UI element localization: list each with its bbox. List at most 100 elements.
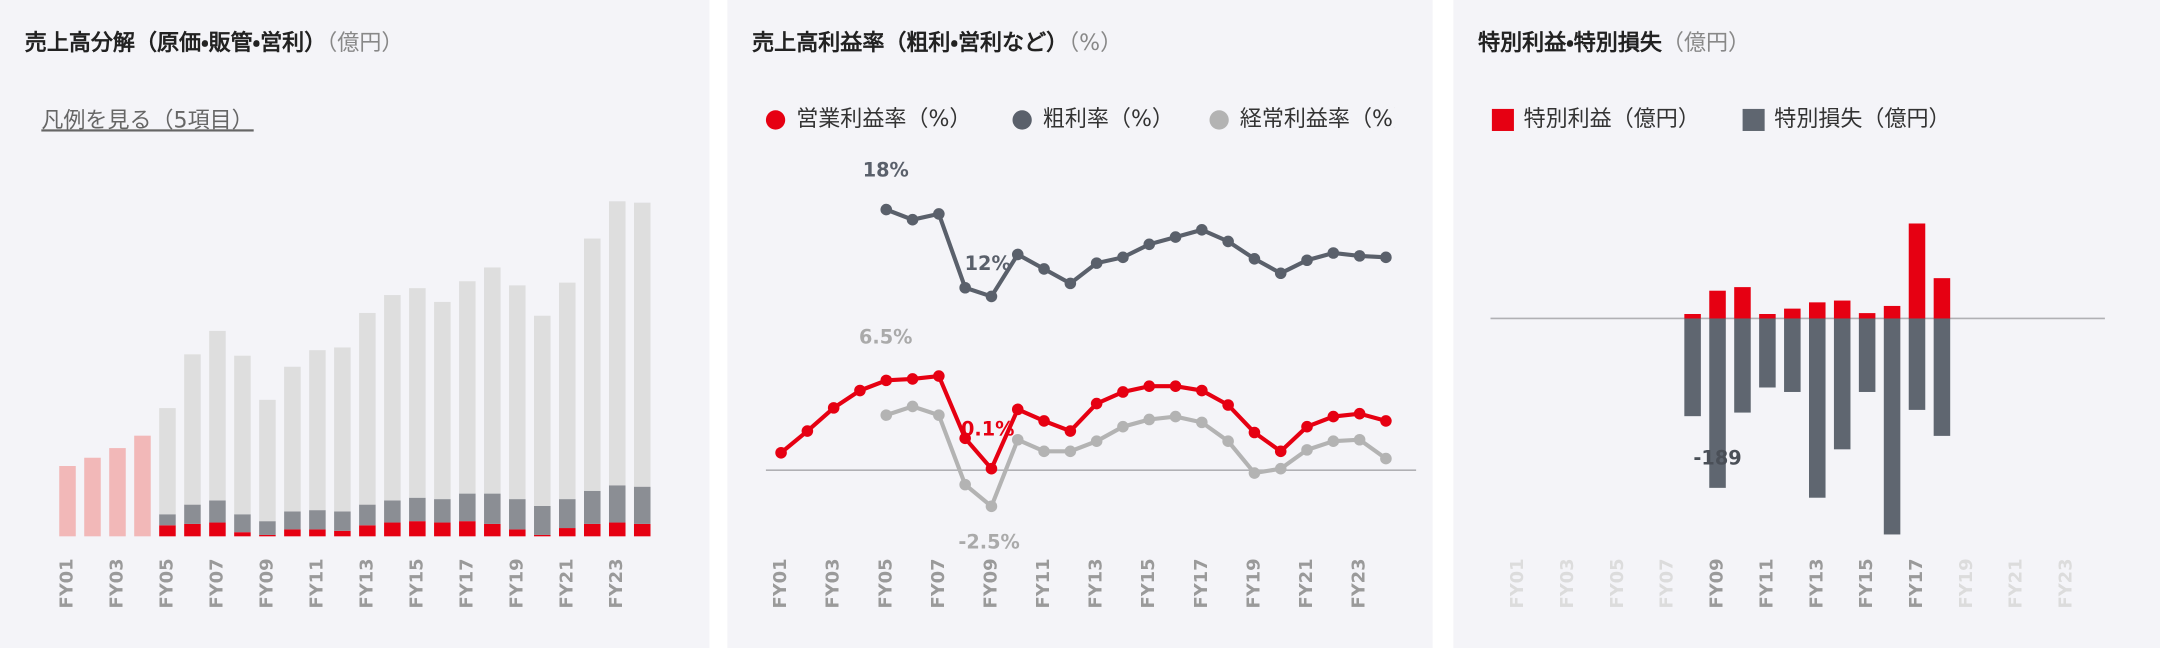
bar	[259, 521, 276, 535]
bar	[484, 493, 501, 524]
x-tick-label: FY21	[2006, 558, 2027, 608]
panel	[1453, 0, 2160, 648]
point	[1169, 231, 1182, 243]
data-label: -189	[1693, 447, 1741, 470]
x-tick-label: FY03	[1557, 558, 1578, 608]
chart: 売上高利益率（粗利・営利など）（%） 営業利益率（%） 粗利率（%） 経常利益率（%）…	[752, 30, 1417, 609]
bar	[1734, 287, 1751, 319]
point	[985, 500, 998, 513]
x-tick-label: FY15	[406, 558, 427, 608]
x-tick-label: FY23	[606, 558, 627, 608]
bar	[1734, 318, 1751, 413]
bar	[234, 355, 251, 515]
legend: 営業利益率（%） 粗利率（%） 経常利益率（%）	[765, 107, 1415, 132]
point	[1248, 467, 1261, 479]
point	[1301, 444, 1313, 456]
point	[906, 213, 919, 226]
bar	[434, 301, 451, 500]
bar	[434, 499, 451, 523]
point	[1196, 416, 1208, 429]
point	[1248, 426, 1261, 439]
x-tick-label: FY09	[980, 558, 1001, 608]
bar	[459, 281, 476, 494]
bar	[608, 485, 626, 523]
bar	[583, 523, 601, 537]
bar	[1858, 318, 1876, 392]
point	[1327, 410, 1340, 423]
bar	[434, 522, 451, 537]
annotation: 12%	[965, 252, 1011, 275]
annotation: 6.5%	[859, 325, 912, 348]
point	[1222, 235, 1234, 248]
bar	[334, 530, 351, 537]
chart-title: 売上高利益率（粗利・営利など）（%）	[752, 30, 1122, 56]
point	[1353, 407, 1366, 420]
bar	[1933, 278, 1951, 319]
bar	[209, 500, 226, 523]
legend-label: 経常利益率（%）	[1240, 107, 1415, 132]
bar	[583, 490, 601, 524]
title-text: 特別利益・特別損失	[1478, 30, 1663, 56]
legend-marker	[1012, 110, 1032, 130]
x-tick-label: FY07	[928, 558, 949, 608]
point	[1090, 435, 1103, 447]
bar	[534, 315, 551, 506]
bar	[384, 522, 401, 537]
bar	[1933, 318, 1951, 436]
point	[933, 208, 945, 220]
bar	[633, 486, 651, 524]
bar	[384, 500, 401, 523]
x-tick-label: FY11	[1033, 558, 1054, 608]
bar	[284, 511, 301, 530]
point	[1011, 248, 1024, 261]
bar	[209, 330, 226, 501]
x-tick-label: FY03	[106, 558, 127, 608]
point	[1353, 250, 1366, 262]
legend: 特別利益（億円） 特別損失（億円）	[1491, 107, 1951, 132]
bar	[209, 522, 226, 537]
point	[1274, 445, 1287, 458]
point	[1143, 238, 1156, 251]
point	[1011, 403, 1024, 416]
bar	[309, 350, 326, 511]
point	[1169, 410, 1182, 423]
x-tick-label: FY05	[1607, 558, 1628, 608]
bar	[359, 504, 376, 526]
point	[906, 373, 919, 385]
x-tick-label: FY17	[1906, 558, 1927, 608]
legend-marker	[1742, 108, 1765, 131]
point	[1038, 263, 1050, 275]
panel	[727, 0, 1433, 648]
point	[1038, 445, 1050, 458]
bar	[409, 288, 426, 498]
point	[1169, 380, 1182, 392]
point	[854, 384, 866, 397]
point	[959, 478, 971, 491]
chart-title: 特別利益・特別損失（億円）	[1478, 30, 1750, 56]
legend-label: 粗利率（%）	[1043, 107, 1174, 132]
legend-marker	[1491, 108, 1514, 131]
point	[775, 446, 787, 459]
bar	[59, 466, 76, 537]
x-tick-label: FY23	[1349, 558, 1370, 608]
x-tick-label: FY19	[1243, 558, 1264, 608]
bar	[309, 529, 326, 537]
legend-link[interactable]: 凡例を見る（5項目）	[41, 108, 253, 133]
x-tick-label: FY07	[206, 558, 227, 608]
bar	[1759, 318, 1776, 388]
point	[1117, 251, 1129, 264]
bar	[583, 238, 601, 491]
x-tick-label: FY03	[823, 558, 844, 608]
bar	[1858, 313, 1876, 319]
bar	[184, 354, 201, 505]
x-tick-label: FY11	[306, 558, 327, 608]
point	[1143, 380, 1156, 392]
title-text: 売上高利益率（粗利・営利など）	[752, 30, 1068, 56]
annotation: 18%	[863, 158, 909, 181]
point	[1196, 224, 1208, 236]
bar	[309, 510, 326, 530]
bar	[1808, 302, 1826, 319]
point	[1090, 257, 1103, 269]
point	[880, 409, 893, 421]
bar	[259, 534, 276, 537]
